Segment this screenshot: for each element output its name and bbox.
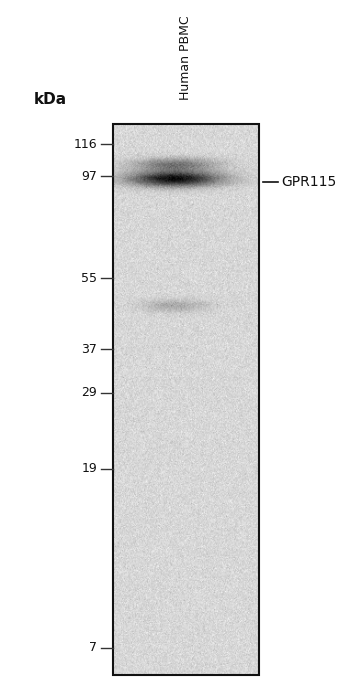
Text: 97: 97 [81, 170, 97, 183]
Text: 19: 19 [81, 462, 97, 475]
Text: 37: 37 [81, 342, 97, 356]
Text: kDa: kDa [34, 92, 67, 107]
Text: 116: 116 [74, 138, 97, 151]
Text: 29: 29 [81, 387, 97, 400]
Text: Human PBMC: Human PBMC [179, 15, 192, 100]
Text: 7: 7 [89, 641, 97, 654]
Text: 55: 55 [81, 271, 97, 285]
Bar [113, 124, 259, 675]
Text: GPR115: GPR115 [281, 175, 337, 189]
